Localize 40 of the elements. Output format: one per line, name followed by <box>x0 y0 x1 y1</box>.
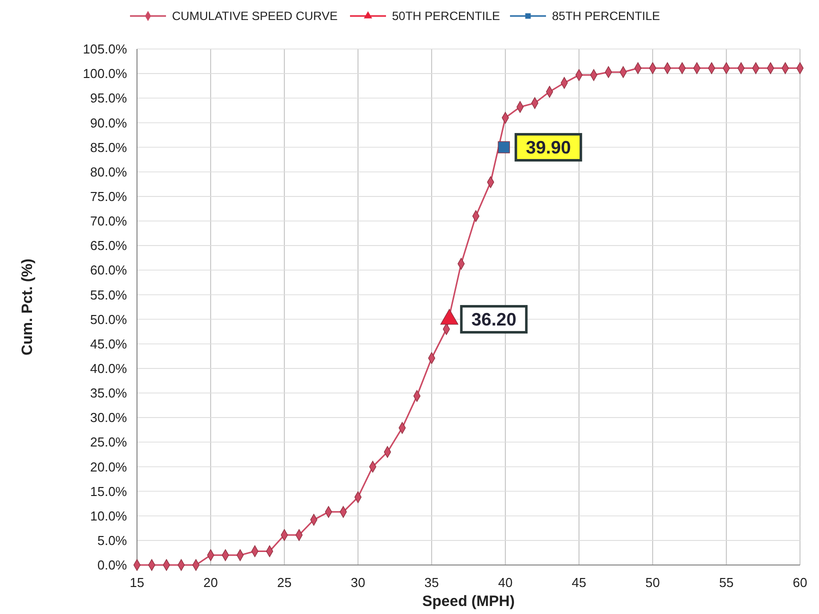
legend-label: CUMULATIVE SPEED CURVE <box>172 9 338 24</box>
y-tick-label: 60.0% <box>90 262 128 278</box>
x-tick-label: 60 <box>792 575 808 590</box>
y-axis-title: Cum. Pct. (%) <box>19 258 36 356</box>
y-tick-label: 70.0% <box>90 214 128 229</box>
annotation: 36.20 <box>471 310 516 330</box>
x-tick-label: 55 <box>719 575 734 590</box>
y-tick-label: 85.0% <box>90 140 128 155</box>
y-tick-label: 80.0% <box>90 164 128 180</box>
y-tick-label: 65.0% <box>90 238 128 254</box>
y-tick-label: 15.0% <box>90 484 128 499</box>
x-axis-title: Speed (MPH) <box>422 593 515 610</box>
x-tick-label: 30 <box>350 575 366 590</box>
x-tick-label: 20 <box>203 575 218 590</box>
x-tick-label: 40 <box>498 575 513 590</box>
y-tick-label: 10.0% <box>90 508 128 524</box>
y-tick-label: 90.0% <box>90 115 128 130</box>
y-tick-label: 35.0% <box>90 386 128 401</box>
point <box>498 141 510 154</box>
legend-label: 85TH PERCENTILE <box>552 9 660 24</box>
y-tick-label: 20.0% <box>90 459 128 474</box>
y-tick-label: 0.0% <box>97 558 128 573</box>
x-tick-label: 25 <box>277 575 292 590</box>
y-tick-label: 5.0% <box>97 532 128 548</box>
x-tick-label: 45 <box>572 575 586 590</box>
y-tick-label: 105.0% <box>82 42 128 57</box>
x-tick-label: 50 <box>645 575 660 590</box>
y-tick-label: 100.0% <box>82 66 128 82</box>
y-tick-label: 45.0% <box>90 336 128 352</box>
y-tick-label: 25.0% <box>90 434 128 450</box>
y-tick-label: 75.0% <box>90 188 128 204</box>
annotation: 39.90 <box>526 138 571 158</box>
y-tick-label: 30.0% <box>90 410 128 426</box>
y-tick-label: 55.0% <box>90 287 128 302</box>
y-tick-label: 50.0% <box>90 312 128 327</box>
y-tick-label: 95.0% <box>90 90 128 106</box>
x-tick-label: 35 <box>424 575 439 590</box>
y-tick-label: 40.0% <box>90 360 128 376</box>
x-tick-label: 15 <box>130 575 144 590</box>
legend-label: 50TH PERCENTILE <box>392 9 500 24</box>
